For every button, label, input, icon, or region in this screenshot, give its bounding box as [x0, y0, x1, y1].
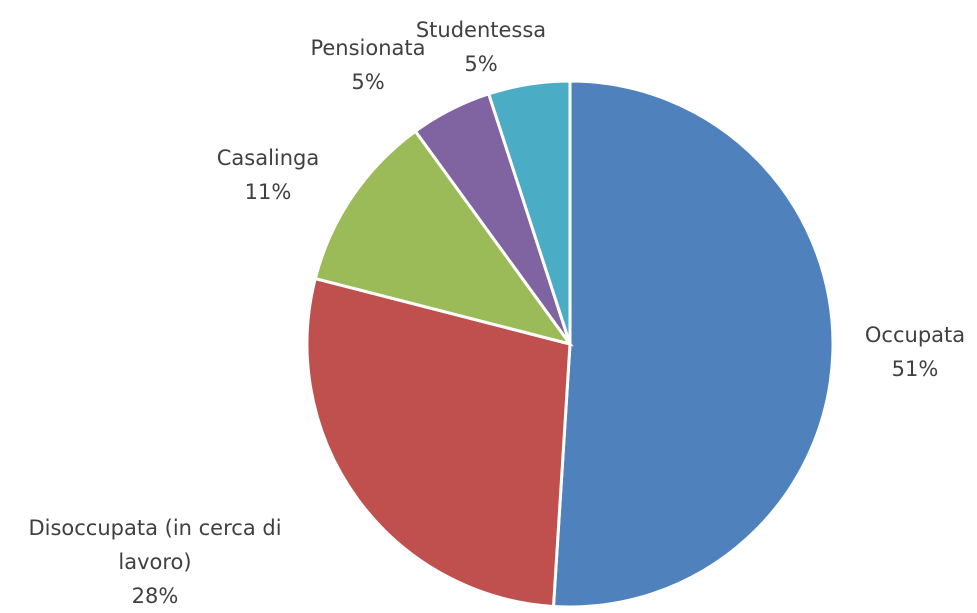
category-label: Casalinga	[216, 146, 320, 170]
data-label: Occupata 51%	[865, 318, 965, 386]
pie-slice	[305, 276, 572, 606]
pie-slice	[313, 129, 574, 347]
category-label: Occupata	[864, 323, 966, 347]
data-label: Pensionata 5%	[310, 31, 425, 99]
data-label: Casalinga 11%	[217, 141, 320, 209]
value-label: 5%	[351, 70, 385, 94]
pie-slice	[552, 79, 835, 606]
value-label: 51%	[891, 357, 939, 381]
category-label: Pensionata	[310, 36, 426, 60]
data-label: Studentessa 5%	[416, 13, 546, 81]
value-label: 28%	[131, 584, 179, 608]
category-label: Disoccupata (in cerca di lavoro)	[28, 516, 282, 574]
data-label: Disoccupata (in cerca di lavoro) 28%	[0, 511, 310, 613]
value-label: 11%	[244, 180, 292, 204]
value-label: 5%	[464, 52, 498, 76]
pie-slice	[486, 79, 572, 345]
category-label: Studentessa	[415, 18, 547, 42]
